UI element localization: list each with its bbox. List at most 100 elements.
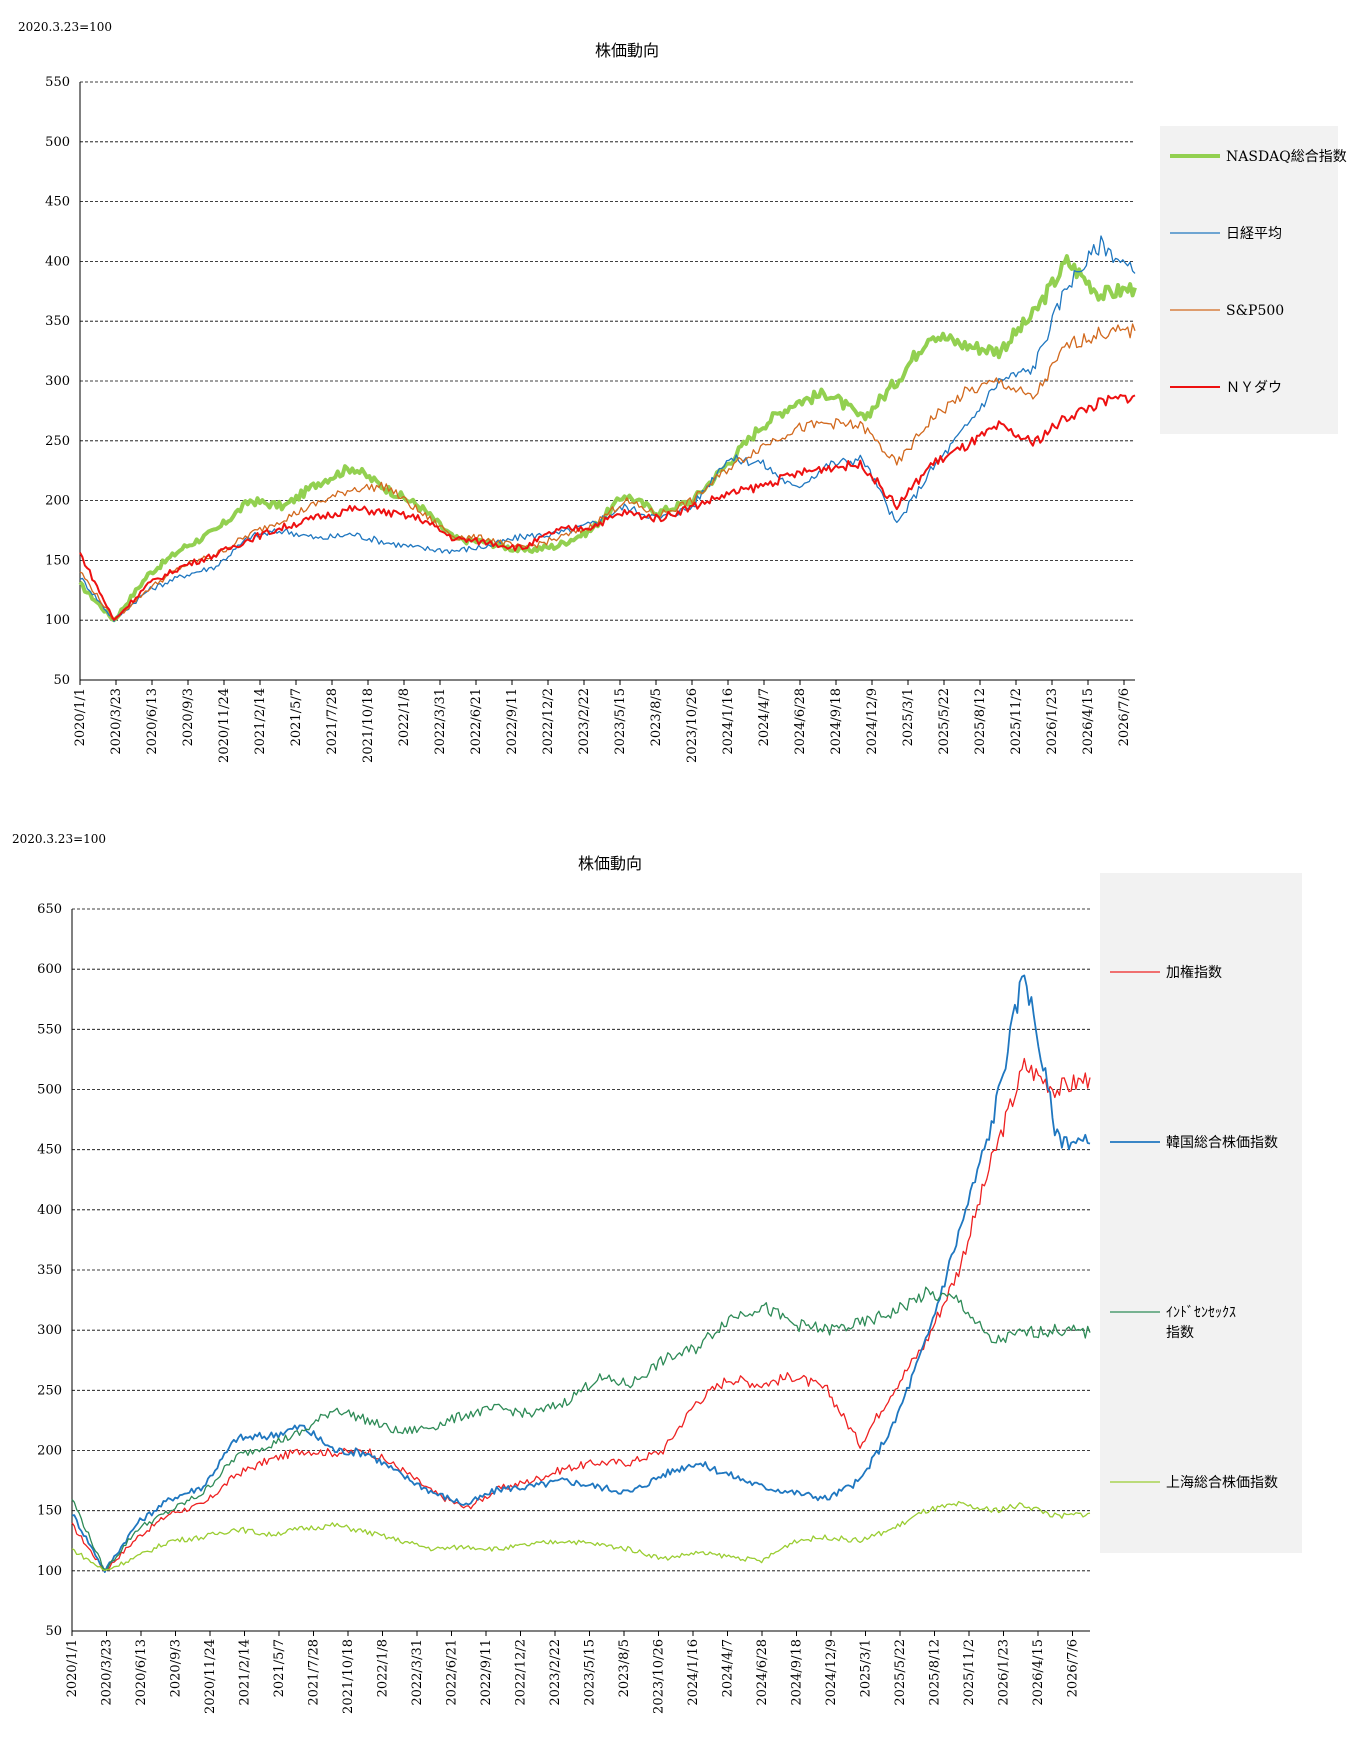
x-tick-label: 2022/12/2	[541, 688, 556, 755]
y-tick-label: 600	[37, 962, 62, 977]
x-tick-label: 2024/9/18	[829, 688, 844, 755]
y-tick-label: 100	[45, 613, 70, 628]
x-tick-label: 2023/5/15	[613, 688, 628, 755]
x-tick-label: 2025/11/2	[962, 1639, 977, 1706]
y-tick-label: 250	[45, 434, 70, 449]
x-tick-label: 2023/8/5	[649, 688, 664, 746]
legend-label: 日経平均	[1226, 226, 1282, 242]
y-tick-label: 50	[45, 1624, 62, 1639]
x-tick-label: 2020/1/1	[73, 688, 88, 746]
y-tick-label: 300	[45, 374, 70, 389]
base-note: 2020.3.23=100	[12, 832, 107, 846]
x-tick-label: 2020/11/24	[217, 688, 232, 763]
chart-panel-us-japan: 2020.3.23=100 株価動向 50 100 150 200 250 300 350 4…	[0, 0, 1350, 800]
x-tick-label: 2022/3/31	[410, 1639, 425, 1706]
x-tick-label: 2023/8/5	[617, 1639, 632, 1697]
y-tick-label: 400	[45, 254, 70, 269]
y-tick-label: 450	[45, 195, 70, 210]
x-tick-label: 2024/9/18	[790, 1639, 805, 1706]
chart-title: 株価動向	[595, 41, 660, 60]
legend-label: NASDAQ総合指数	[1226, 149, 1347, 165]
legend-label: 指数	[1166, 1325, 1194, 1341]
chart-title: 株価動向	[578, 854, 643, 873]
x-tick-label: 2022/9/11	[505, 688, 520, 755]
y-tick-label: 200	[45, 494, 70, 509]
x-tick-label: 2023/5/15	[583, 1639, 598, 1706]
y-tick-label: 550	[37, 1022, 62, 1037]
x-tick-label: 2025/5/22	[937, 688, 952, 755]
legend-box	[1100, 873, 1302, 1553]
x-tick-label: 2024/12/9	[865, 688, 880, 755]
x-tick-label: 2026/7/6	[1117, 688, 1132, 746]
series-line-3	[79, 394, 1136, 621]
chart-panel-asia: 2020.3.23=100 株価動向 50 100 150 200 250 300 350 4…	[0, 820, 1350, 1742]
x-tick-label: 2020/9/3	[169, 1639, 184, 1697]
y-tick-label: 500	[45, 135, 70, 150]
x-tick-label: 2021/2/14	[253, 688, 268, 755]
x-tick-label: 2022/6/21	[469, 688, 484, 755]
x-tick-label: 2024/4/7	[721, 1639, 736, 1697]
y-tick-label: 550	[45, 75, 70, 90]
x-tick-label: 2022/1/8	[397, 688, 412, 746]
series-line-0	[78, 254, 1137, 623]
legend-label: ｲﾝﾄﾞｾﾝｾｯｸｽ	[1166, 1305, 1236, 1321]
x-tick-label: 2020/9/3	[181, 688, 196, 746]
y-tick-label: 400	[37, 1203, 62, 1218]
x-tick-label: 2022/3/31	[433, 688, 448, 755]
legend-label: 加権指数	[1166, 964, 1222, 981]
x-tick-label: 2022/12/2	[514, 1639, 529, 1706]
x-tick-label: 2021/5/7	[272, 1639, 287, 1697]
x-tick-label: 2025/8/12	[928, 1639, 943, 1706]
x-tick-label: 2021/7/28	[325, 688, 340, 755]
y-tick-label: 350	[45, 314, 70, 329]
legend-label: S&P500	[1226, 303, 1284, 319]
y-tick-label: 650	[37, 902, 62, 917]
y-tick-label: 350	[37, 1263, 62, 1278]
x-tick-label: 2021/5/7	[289, 688, 304, 746]
x-tick-label: 2021/7/28	[307, 1639, 322, 1706]
x-tick-label: 2024/6/28	[793, 688, 808, 755]
x-tick-label: 2026/1/23	[997, 1639, 1012, 1706]
y-tick-label: 50	[53, 673, 70, 688]
series-line-2	[79, 323, 1136, 621]
x-tick-label: 2024/1/16	[686, 1639, 701, 1706]
x-tick-label: 2025/11/2	[1009, 688, 1024, 755]
legend-label: 上海総合株価指数	[1166, 1475, 1278, 1491]
x-tick-label: 2020/1/1	[65, 1639, 80, 1697]
x-tick-label: 2024/1/16	[721, 688, 736, 755]
x-tick-label: 2023/10/26	[652, 1639, 667, 1714]
x-tick-label: 2025/5/22	[893, 1639, 908, 1706]
series-line-3	[71, 1500, 1091, 1572]
x-tick-label: 2026/1/23	[1045, 688, 1060, 755]
x-tick-label: 2022/1/8	[376, 1639, 391, 1697]
line-chart: 50 100 150 200 250 300 350 400 450 500 550 2020/1/1…	[45, 75, 1347, 763]
legend-label: 韓国総合株価指数	[1166, 1135, 1278, 1151]
y-tick-label: 150	[37, 1504, 62, 1519]
x-tick-label: 2021/10/18	[341, 1639, 356, 1714]
x-tick-label: 2024/4/7	[757, 688, 772, 746]
x-tick-label: 2021/2/14	[238, 1639, 253, 1706]
line-chart: 50 100 150 200 250 300 350 400 450 500 550 600 650 20…	[37, 873, 1302, 1714]
y-tick-label: 300	[37, 1323, 62, 1338]
y-tick-label: 100	[37, 1564, 62, 1579]
x-tick-label: 2020/3/23	[100, 1639, 115, 1706]
x-tick-label: 2021/10/18	[361, 688, 376, 763]
x-tick-label: 2023/2/22	[577, 688, 592, 755]
legend-box	[1160, 126, 1338, 434]
series-line-1	[79, 235, 1136, 623]
x-tick-label: 2022/9/11	[479, 1639, 494, 1706]
series-line-2	[71, 1286, 1091, 1570]
x-tick-label: 2025/8/12	[973, 688, 988, 755]
base-note: 2020.3.23=100	[18, 20, 113, 34]
x-tick-label: 2026/4/15	[1031, 1639, 1046, 1706]
y-tick-label: 500	[37, 1083, 62, 1098]
series-line-0	[71, 1057, 1091, 1572]
x-tick-label: 2020/6/13	[134, 1639, 149, 1706]
x-tick-label: 2025/3/1	[901, 688, 916, 746]
x-tick-label: 2024/12/9	[824, 1639, 839, 1706]
x-tick-label: 2026/7/6	[1066, 1639, 1081, 1697]
x-tick-label: 2024/6/28	[755, 1639, 770, 1706]
y-tick-label: 450	[37, 1143, 62, 1158]
x-tick-label: 2020/6/13	[145, 688, 160, 755]
x-tick-label: 2020/11/24	[203, 1639, 218, 1714]
